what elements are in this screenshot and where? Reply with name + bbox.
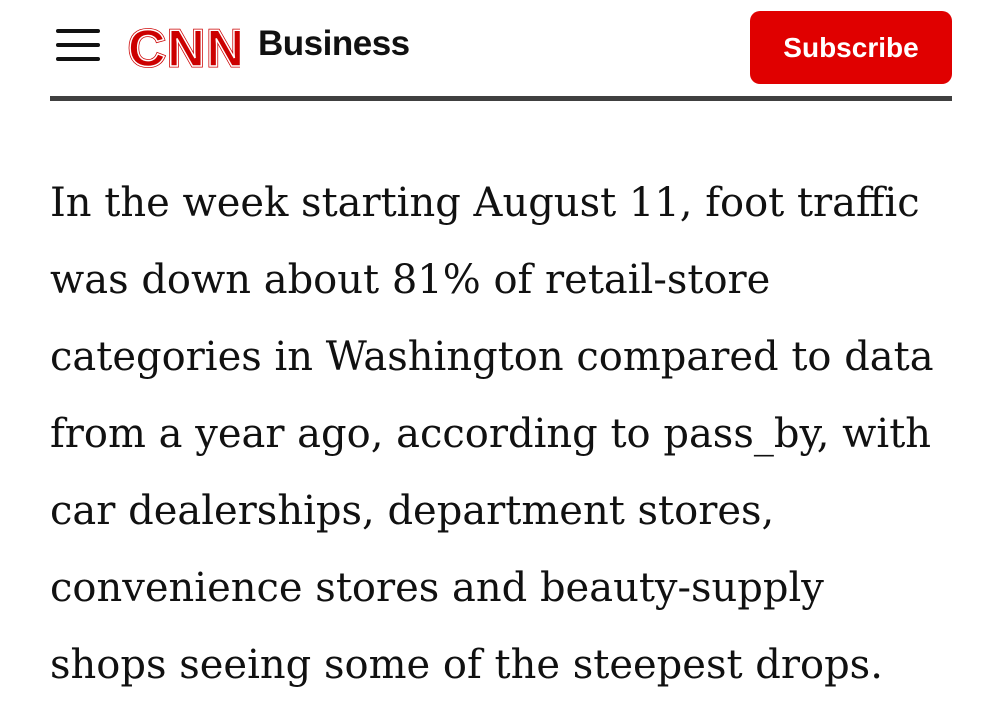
article-paragraph: In the week starting August 11, foot tra… <box>50 165 970 704</box>
paragraph-line: shops seeing some of the steepest drops. <box>50 642 883 688</box>
cnn-logo[interactable]: CNN CNN <box>126 20 241 74</box>
svg-text:CNN: CNN <box>128 20 240 74</box>
site-header: CNN CNN Business Subscribe <box>50 0 952 100</box>
subscribe-button[interactable]: Subscribe <box>750 11 952 84</box>
paragraph-line: was down about 81% of retail-store <box>50 257 771 303</box>
paragraph-line: convenience stores and beauty-supply <box>50 565 824 611</box>
paragraph-line: In the week starting August 11, foot tra… <box>50 180 920 226</box>
hamburger-menu-icon[interactable] <box>56 27 100 63</box>
paragraph-line: car dealerships, department stores, <box>50 488 775 534</box>
svg-text:CNN: CNN <box>128 20 240 74</box>
header-divider <box>50 96 952 101</box>
section-title[interactable]: Business <box>258 24 410 63</box>
paragraph-line: categories in Washington compared to dat… <box>50 334 934 380</box>
paragraph-line: from a year ago, according to pass_by, w… <box>50 411 932 457</box>
